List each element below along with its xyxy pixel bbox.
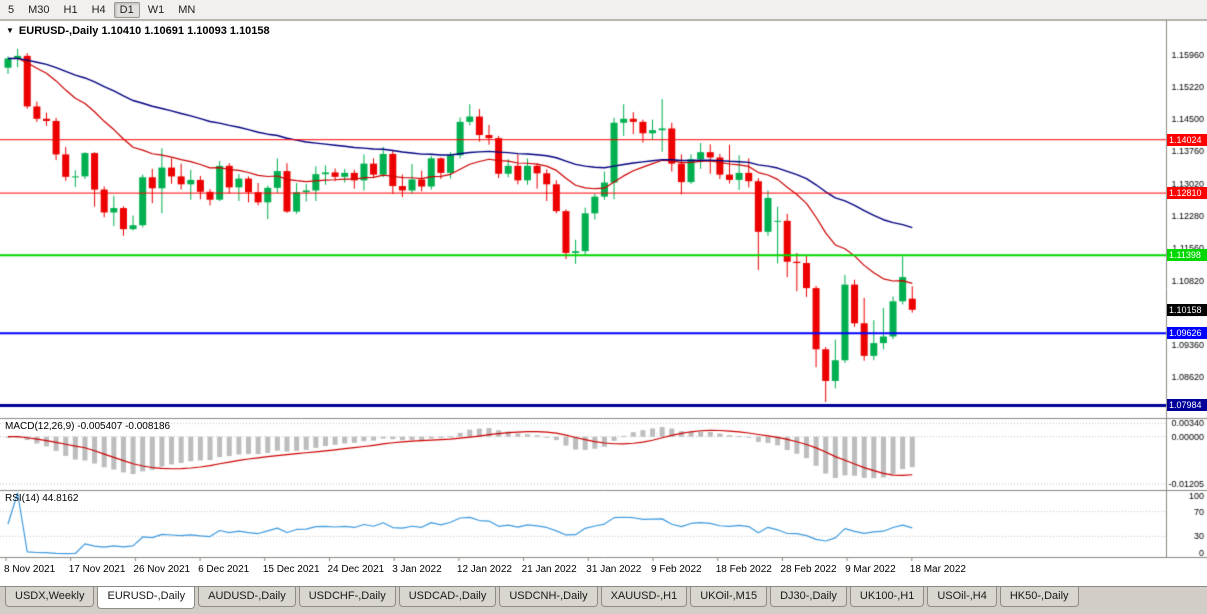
date-label: 6 Dec 2021 [198, 564, 250, 575]
tab-usdx-weekly[interactable]: USDX,Weekly [5, 587, 95, 607]
date-label: 24 Dec 2021 [327, 564, 385, 575]
tab-usoil-h4[interactable]: USOil-,H4 [927, 587, 997, 607]
timeframe-button-mn[interactable]: MN [178, 3, 196, 16]
date-label: 31 Jan 2022 [586, 564, 642, 575]
timeframe-button-w1[interactable]: W1 [147, 3, 165, 16]
tab-uk100-h1[interactable]: UK100-,H1 [849, 587, 925, 607]
date-label: 15 Dec 2021 [262, 564, 320, 575]
timeframe-button-d1[interactable]: D1 [113, 1, 140, 18]
timeframe-toolbar: 5 M30 H1 H4 D1 W1 MN [0, 0, 1207, 20]
timeframe-button-h1[interactable]: H1 [63, 3, 78, 16]
tab-usdcad-daily[interactable]: USDCAD-,Daily [398, 587, 497, 607]
tab-xauusd-h1[interactable]: XAUUSD-,H1 [600, 587, 688, 607]
tab-usdchf-daily[interactable]: USDCHF-,Daily [298, 587, 396, 607]
date-axis: 8 Nov 2021 17 Nov 2021 26 Nov 2021 6 Dec 20… [0, 558, 1207, 585]
date-label: 17 Nov 2021 [68, 564, 126, 575]
date-label: 9 Mar 2022 [845, 564, 896, 575]
rsi-label: RSI(14) 44.8162 [5, 493, 79, 504]
date-label: 18 Mar 2022 [909, 564, 966, 575]
date-label: 26 Nov 2021 [133, 564, 191, 575]
date-label: 8 Nov 2021 [4, 564, 56, 575]
timeframe-button-h4[interactable]: H4 [91, 3, 106, 16]
tab-dj30-daily[interactable]: DJ30-,Daily [770, 587, 847, 607]
tab-eurusd-daily[interactable]: EURUSD-,Daily [97, 587, 196, 609]
date-label: 28 Feb 2022 [780, 564, 837, 575]
date-label: 18 Feb 2022 [715, 564, 772, 575]
tab-ukoil-m15[interactable]: UKOil-,M15 [690, 587, 768, 607]
date-label: 21 Jan 2022 [521, 564, 577, 575]
timeframe-button-5[interactable]: 5 [8, 3, 15, 16]
date-label: 9 Feb 2022 [651, 564, 702, 575]
price-chart-canvas[interactable] [0, 20, 1207, 586]
chevron-down-icon[interactable]: ▼ [6, 26, 14, 35]
date-label: 12 Jan 2022 [456, 564, 512, 575]
date-label: 3 Jan 2022 [392, 564, 442, 575]
tab-usdcnh-daily[interactable]: USDCNH-,Daily [499, 587, 598, 607]
chart-tabs-bar: USDX,Weekly EURUSD-,Daily AUDUSD-,Daily USD… [0, 586, 1207, 614]
macd-label: MACD(12,26,9) -0.005407 -0.008186 [5, 421, 171, 432]
timeframe-button-m30[interactable]: M30 [28, 3, 50, 16]
tab-hk50-daily[interactable]: HK50-,Daily [999, 587, 1079, 607]
chart-title-ohlc: EURUSD-,Daily 1.10410 1.10691 1.10093 1.… [18, 25, 270, 37]
tab-audusd-daily[interactable]: AUDUSD-,Daily [198, 587, 296, 607]
chart-header: ▼ EURUSD-,Daily 1.10410 1.10691 1.10093 … [6, 25, 270, 37]
